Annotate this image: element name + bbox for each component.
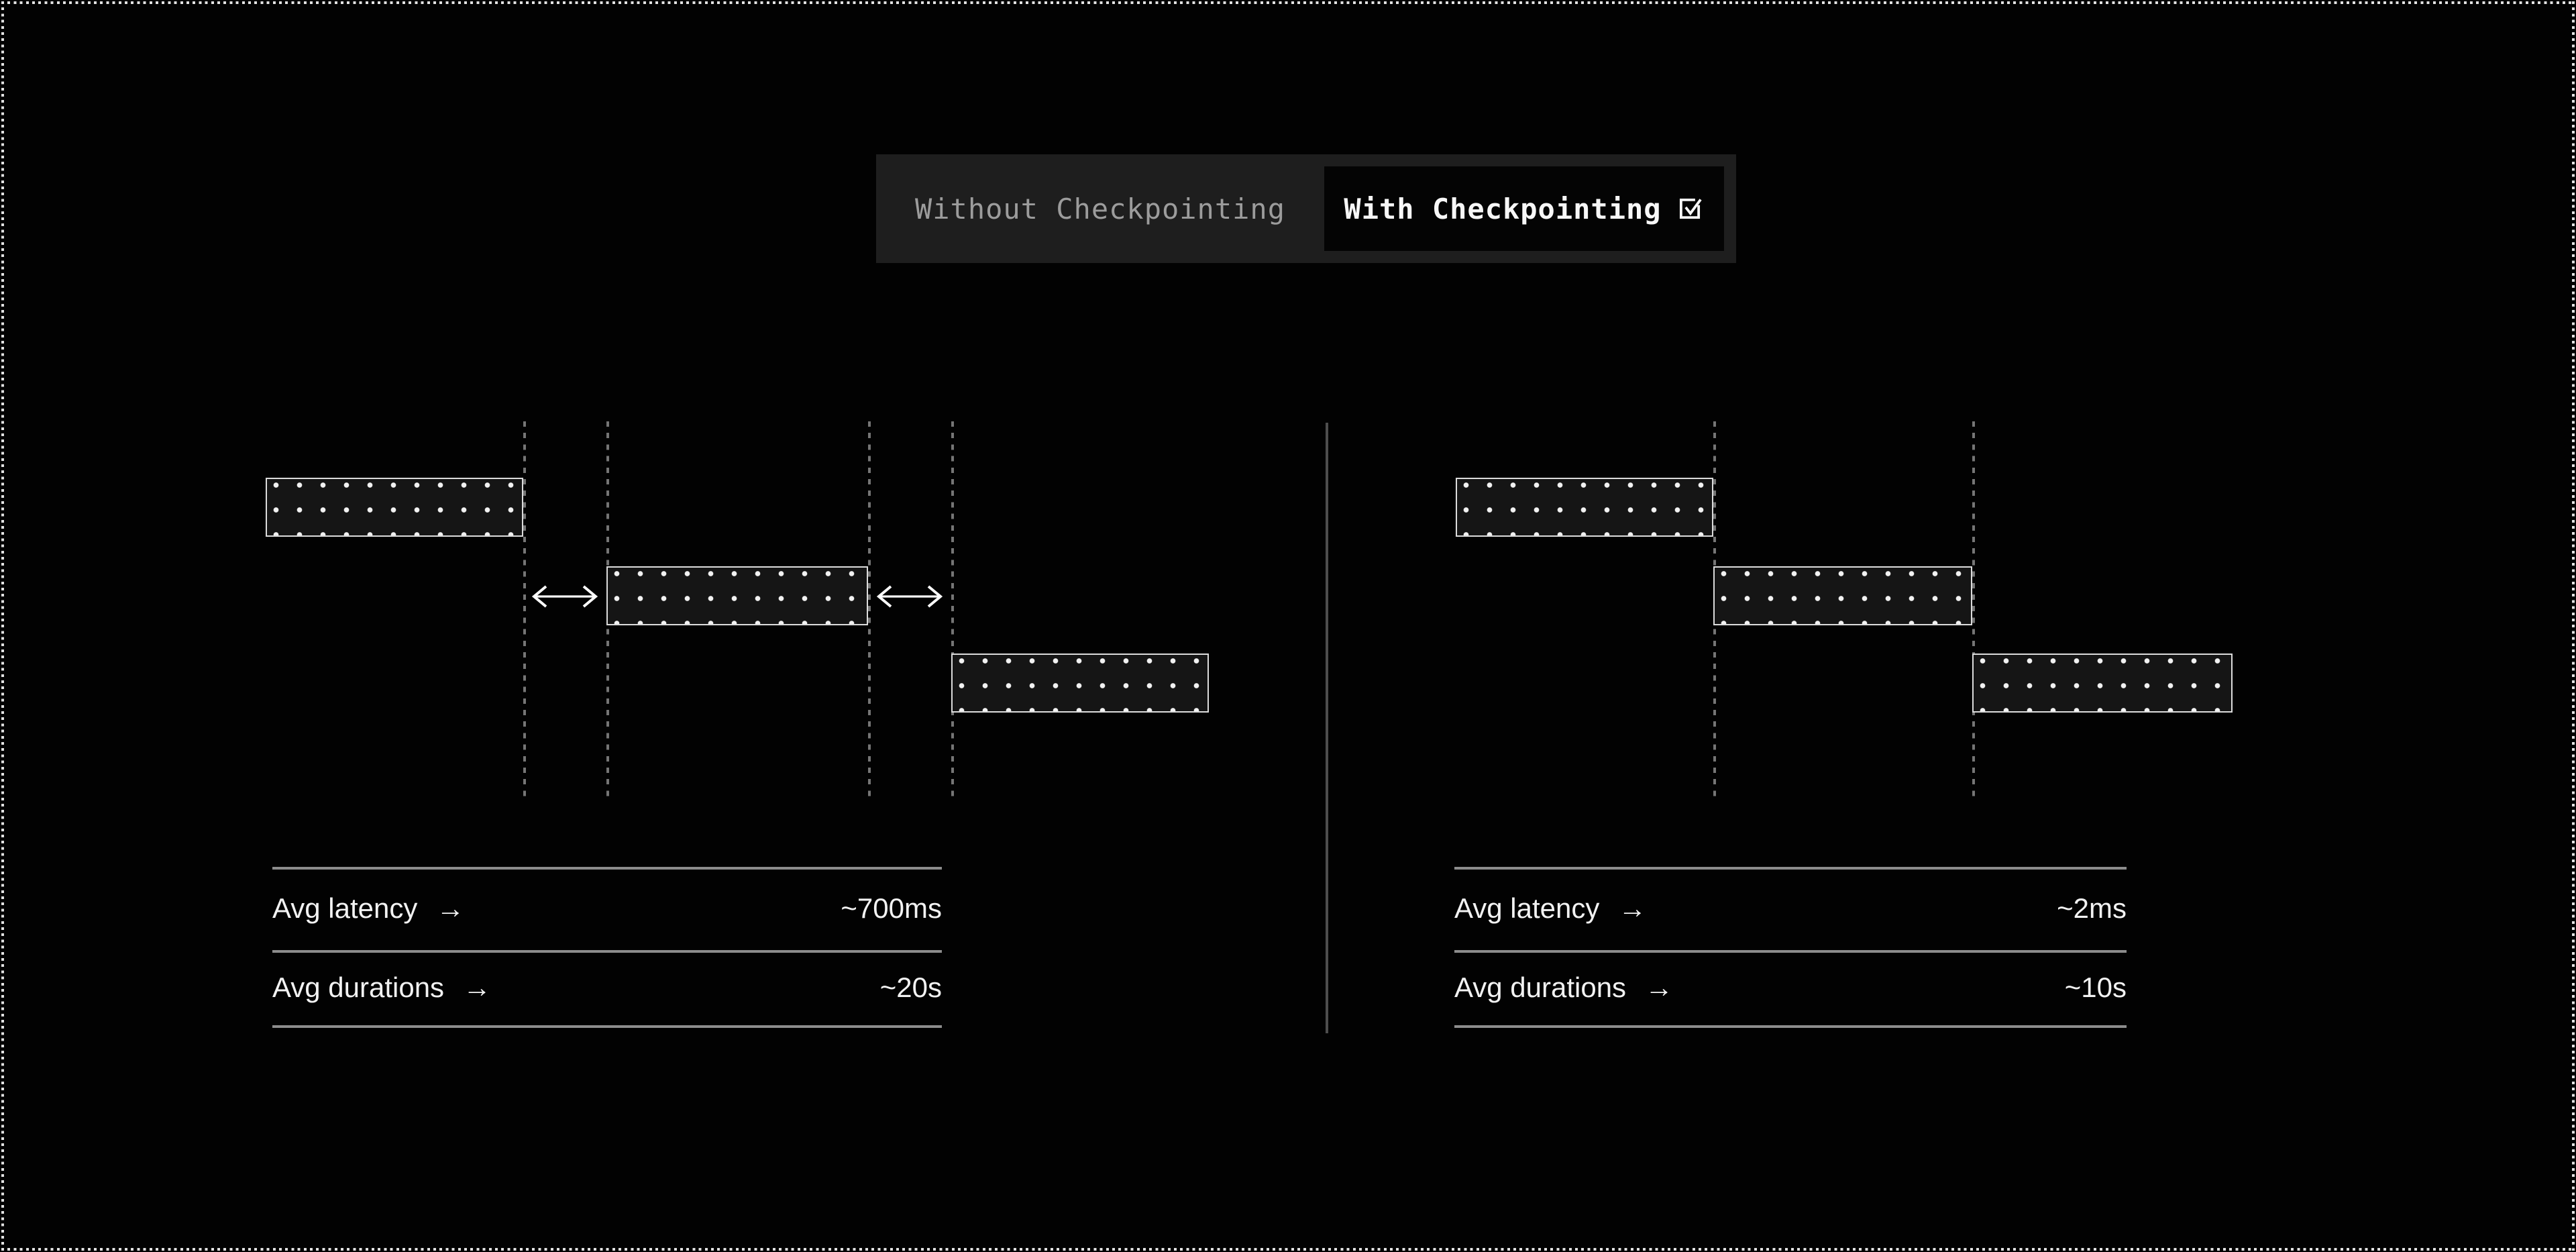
- page-border-right: [2572, 1, 2575, 1251]
- right-arrow-icon: →: [1645, 973, 1674, 1004]
- checkpoint-boundary-line: [951, 421, 954, 800]
- checkbox-checked-icon: [1680, 198, 1703, 219]
- task-bar: [1972, 654, 2233, 713]
- right-arrow-icon: →: [436, 894, 465, 925]
- toggle-option-with-checkpointing[interactable]: With Checkpointing: [1324, 166, 1724, 251]
- latency-gap-arrow-icon: [876, 585, 943, 608]
- task-bar: [951, 654, 1209, 713]
- page-border-top: [1, 1, 2575, 4]
- stat-label: Avg latency: [272, 894, 418, 925]
- right-arrow-icon: →: [463, 973, 492, 1004]
- stat-value: ~20s: [879, 973, 942, 1004]
- task-bar: [606, 566, 868, 625]
- checkpointing-toggle[interactable]: Without Checkpointing With Checkpointing: [876, 154, 1736, 263]
- checkpoint-boundary-line: [868, 421, 871, 800]
- toggle-option-without-checkpointing[interactable]: Without Checkpointing: [876, 154, 1324, 263]
- task-bar: [1456, 478, 1713, 537]
- page-border-bottom: [1, 1248, 2575, 1251]
- task-bar: [1713, 566, 1972, 625]
- stat-label: Avg durations: [272, 973, 445, 1004]
- latency-gap-arrow-icon: [531, 585, 598, 608]
- stat-value: ~10s: [2064, 973, 2127, 1004]
- stat-row-avg-latency: Avg latency → ~2ms: [1454, 867, 2127, 950]
- right-arrow-icon: →: [1618, 894, 1647, 925]
- stat-value: ~2ms: [2057, 894, 2127, 925]
- panel-divider: [1326, 423, 1328, 1033]
- stats-table-with-checkpointing: Avg latency → ~2ms Avg durations → ~10s: [1454, 867, 2127, 1028]
- stat-row-avg-latency: Avg latency → ~700ms: [272, 867, 942, 950]
- toggle-option-label: Without Checkpointing: [914, 193, 1285, 225]
- stat-label: Avg latency: [1454, 894, 1600, 925]
- stat-label: Avg durations: [1454, 973, 1627, 1004]
- stat-row-avg-durations: Avg durations → ~10s: [1454, 950, 2127, 1025]
- stat-row-avg-durations: Avg durations → ~20s: [272, 950, 942, 1025]
- checkpoint-boundary-line: [523, 421, 526, 800]
- stats-table-without-checkpointing: Avg latency → ~700ms Avg durations → ~20…: [272, 867, 942, 1028]
- stat-value: ~700ms: [841, 894, 942, 925]
- page-border-left: [1, 1, 4, 1251]
- toggle-option-label: With Checkpointing: [1344, 193, 1662, 225]
- task-bar: [266, 478, 523, 537]
- checkpoint-boundary-line: [1972, 421, 1975, 800]
